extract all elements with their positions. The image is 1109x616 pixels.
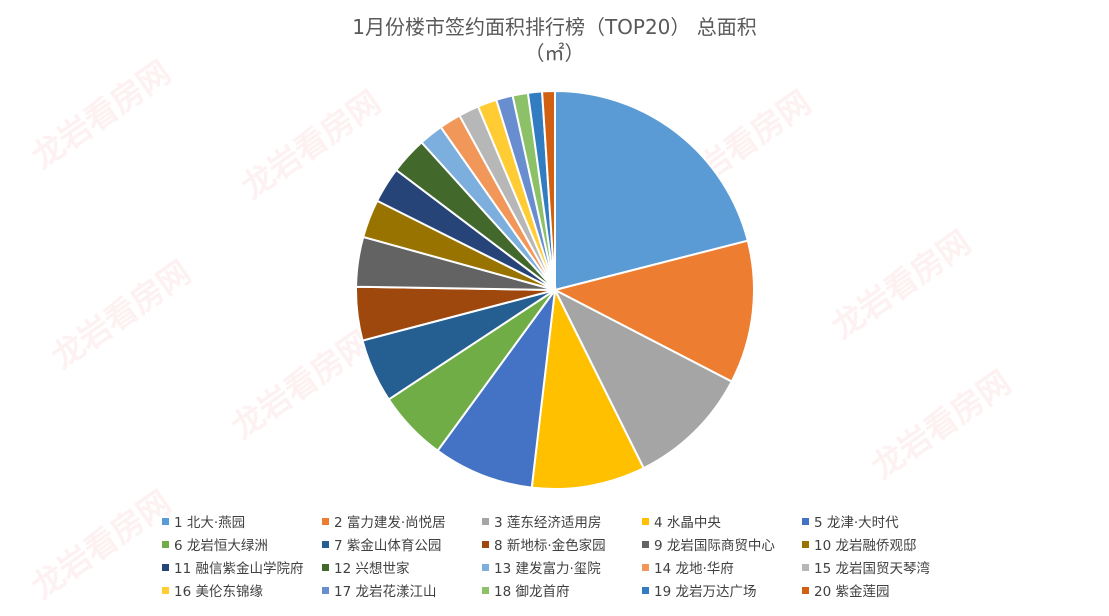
legend-swatch bbox=[322, 586, 329, 594]
legend-item-2: 2 富力建发·尚悦居 bbox=[322, 511, 482, 531]
legend-item-3: 3 莲东经济适用房 bbox=[482, 511, 642, 531]
legend-label: 12 兴想世家 bbox=[334, 561, 410, 577]
legend-item-10: 10 龙岩融侨观邸 bbox=[802, 534, 962, 554]
legend-swatch bbox=[642, 563, 649, 571]
legend-item-11: 11 融信紫金山学院府 bbox=[162, 557, 322, 577]
legend-label: 8 新地标·金色家园 bbox=[494, 538, 606, 554]
legend-label: 1 北大·燕园 bbox=[174, 515, 246, 531]
legend-swatch bbox=[642, 586, 649, 594]
legend-label: 17 龙岩花漾江山 bbox=[334, 584, 437, 600]
legend-swatch bbox=[642, 540, 649, 548]
legend-item-18: 18 御龙首府 bbox=[482, 580, 642, 600]
legend-item-4: 4 水晶中央 bbox=[642, 511, 802, 531]
legend-swatch bbox=[482, 517, 489, 525]
legend-item-19: 19 龙岩万达广场 bbox=[642, 580, 802, 600]
legend-swatch bbox=[802, 517, 809, 525]
legend-item-7: 7 紫金山体育公园 bbox=[322, 534, 482, 554]
legend-item-5: 5 龙津·大时代 bbox=[802, 511, 962, 531]
legend-item-17: 17 龙岩花漾江山 bbox=[322, 580, 482, 600]
legend-item-20: 20 紫金莲园 bbox=[802, 580, 962, 600]
legend-item-1: 1 北大·燕园 bbox=[162, 511, 322, 531]
legend-label: 15 龙岩国贸天琴湾 bbox=[814, 561, 930, 577]
legend-label: 18 御龙首府 bbox=[494, 584, 570, 600]
legend-label: 10 龙岩融侨观邸 bbox=[814, 538, 917, 554]
legend-item-14: 14 龙地·华府 bbox=[642, 557, 802, 577]
chart-subtitle: （㎡） bbox=[524, 41, 585, 65]
legend: 1 北大·燕园 2 富力建发·尚悦居 3 莲东经济适用房 4 水晶中央 5 龙津·大时代… bbox=[162, 511, 1102, 600]
legend-item-9: 9 龙岩国际商贸中心 bbox=[642, 534, 802, 554]
chart-title: 1月份楼市签约面积排行榜（TOP20） 总面积 bbox=[352, 15, 757, 39]
pie-slice-3 bbox=[552, 287, 734, 470]
legend-label: 4 水晶中央 bbox=[654, 515, 721, 531]
legend-swatch bbox=[802, 586, 809, 594]
legend-label: 11 融信紫金山学院府 bbox=[174, 561, 304, 577]
legend-item-8: 8 新地标·金色家园 bbox=[482, 534, 642, 554]
legend-item-16: 16 美伦东锦缘 bbox=[162, 580, 322, 600]
legend-label: 20 紫金莲园 bbox=[814, 584, 890, 600]
legend-swatch bbox=[322, 517, 329, 525]
legend-swatch bbox=[162, 563, 169, 571]
legend-swatch bbox=[802, 563, 809, 571]
legend-label: 5 龙津·大时代 bbox=[814, 515, 899, 531]
legend-swatch bbox=[162, 540, 169, 548]
legend-item-12: 12 兴想世家 bbox=[322, 557, 482, 577]
legend-swatch bbox=[482, 540, 489, 548]
legend-swatch bbox=[802, 540, 809, 548]
legend-swatch bbox=[482, 586, 489, 594]
pie-slice-2 bbox=[552, 239, 755, 383]
legend-swatch bbox=[322, 563, 329, 571]
legend-label: 13 建发富力·玺院 bbox=[494, 561, 601, 577]
legend-swatch bbox=[642, 517, 649, 525]
legend-item-15: 15 龙岩国贸天琴湾 bbox=[802, 557, 962, 577]
legend-item-6: 6 龙岩恒大绿洲 bbox=[162, 534, 322, 554]
legend-label: 3 莲东经济适用房 bbox=[494, 515, 602, 531]
legend-label: 19 龙岩万达广场 bbox=[654, 584, 757, 600]
pie-chart bbox=[355, 89, 755, 491]
legend-label: 9 龙岩国际商贸中心 bbox=[654, 538, 775, 554]
legend-swatch bbox=[162, 517, 169, 525]
legend-label: 2 富力建发·尚悦居 bbox=[334, 515, 446, 531]
legend-label: 6 龙岩恒大绿洲 bbox=[174, 538, 268, 554]
legend-item-13: 13 建发富力·玺院 bbox=[482, 557, 642, 577]
legend-swatch bbox=[322, 540, 329, 548]
pie-slice-5 bbox=[436, 286, 557, 489]
legend-swatch bbox=[162, 586, 169, 594]
pie-slice-20 bbox=[541, 89, 556, 291]
legend-label: 16 美伦东锦缘 bbox=[174, 584, 263, 600]
legend-label: 14 龙地·华府 bbox=[654, 561, 734, 577]
legend-swatch bbox=[482, 563, 489, 571]
legend-label: 7 紫金山体育公园 bbox=[334, 538, 442, 554]
pie-slice-1 bbox=[554, 89, 750, 292]
pie-slice-4 bbox=[530, 286, 646, 491]
